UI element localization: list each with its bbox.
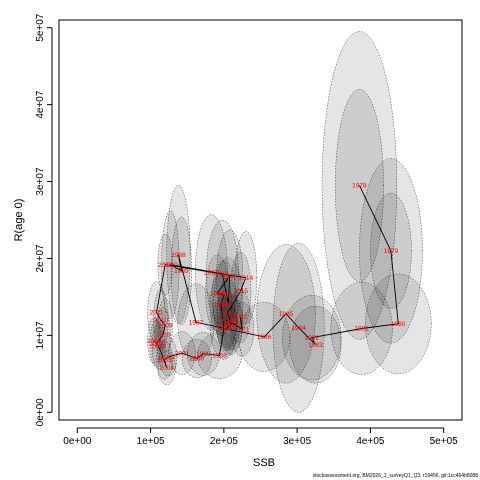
year-label-1989: 1989 [174, 268, 189, 275]
year-label-1980: 1980 [391, 321, 406, 328]
x-tick-label-1: 1e+05 [137, 436, 166, 447]
year-label-2004: 2004 [159, 365, 174, 372]
year-label-2012: 2012 [158, 262, 173, 269]
y-axis: 0e+00 1e+07 2e+07 3e+07 4e+07 5e+07 [35, 13, 53, 427]
year-label-2015: 2015 [233, 288, 248, 295]
year-label-1983: 1983 [308, 342, 323, 349]
y-tick-label-1: 1e+07 [35, 321, 46, 350]
year-label-1984: 1984 [291, 325, 306, 332]
year-label-2008: 2008 [156, 332, 171, 339]
y-tick-label-0: 0e+00 [35, 398, 46, 427]
year-label-2000: 2000 [190, 356, 205, 363]
year-label-2014: 2014 [239, 275, 254, 282]
year-label-2003: 2003 [157, 357, 172, 364]
year-label-1999: 1999 [196, 351, 211, 358]
year-label-1991: 1991 [215, 271, 230, 278]
x-tick-label-3: 3e+05 [283, 436, 312, 447]
year-label-1978: 1978 [352, 183, 367, 190]
year-label-1993: 1993 [222, 273, 237, 280]
year-label-1998: 1998 [212, 353, 227, 360]
y-tick-label-2: 2e+07 [35, 244, 46, 273]
year-label-1981: 1981 [354, 326, 369, 333]
year-label-1994: 1994 [210, 290, 225, 297]
year-label-2017: 2017 [224, 321, 239, 328]
sr-trajectory [153, 185, 399, 368]
year-label-1985: 1985 [279, 311, 294, 318]
year-label-2007: 2007 [149, 341, 164, 348]
y-tick-label-5: 5e+07 [35, 13, 46, 42]
y-axis-title: R(age 0) [13, 199, 25, 242]
year-label-1997: 1997 [217, 326, 232, 333]
year-label-1988: 1988 [171, 252, 186, 259]
year-label-2020: 2020 [225, 320, 240, 327]
y-tick-label-4: 4e+07 [35, 90, 46, 119]
year-label-1982: 1982 [305, 335, 320, 342]
uncertainty-ellipse-2022-46 [229, 288, 251, 344]
year-label-2022: 2022 [233, 313, 248, 320]
year-label-2010: 2010 [154, 317, 169, 324]
year-label-2016: 2016 [220, 310, 235, 317]
year-label-1996: 1996 [214, 302, 229, 309]
year-label-2006: 2006 [147, 338, 162, 345]
year-label-1986: 1986 [257, 334, 272, 341]
year-label-2018: 2018 [219, 317, 234, 324]
uncertainty-ellipse-1978-0 [321, 31, 398, 340]
year-label-2013: 2013 [204, 270, 219, 277]
year-label-2002: 2002 [161, 354, 176, 361]
year-label-2011: 2011 [149, 310, 163, 317]
y-tick-label-3: 3e+07 [35, 167, 46, 196]
year-label-2009: 2009 [158, 323, 173, 330]
x-axis: 0e+00 1e+05 2e+05 3e+05 4e+05 5e+05 [63, 427, 459, 447]
x-tick-label-0: 0e+00 [63, 436, 92, 447]
year-label-1995: 1995 [217, 293, 232, 300]
credit-text: stockassessment.org, BM2026_1_surveyQ1_Q… [313, 473, 479, 479]
x-tick-label-5: 5e+05 [430, 436, 459, 447]
year-label-1992: 1992 [221, 301, 236, 308]
sr-trajectory-line [153, 185, 399, 368]
x-tick-label-2: 2e+05 [210, 436, 239, 447]
year-label-1979: 1979 [384, 248, 399, 255]
x-tick-label-4: 4e+05 [356, 436, 385, 447]
year-label-2001: 2001 [175, 350, 190, 357]
x-axis-title: SSB [253, 457, 275, 469]
plot-frame [58, 19, 463, 421]
year-label-2005: 2005 [151, 343, 166, 350]
year-label-2021: 2021 [235, 326, 250, 333]
year-label-1990: 1990 [163, 262, 178, 269]
year-label-2019: 2019 [220, 325, 235, 332]
year-label-1987: 1987 [189, 320, 204, 327]
